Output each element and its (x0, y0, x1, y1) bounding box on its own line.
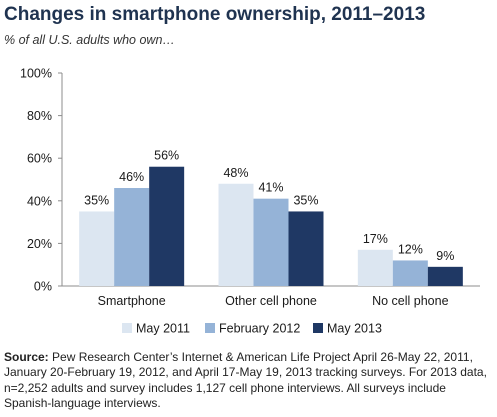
legend-label: May 2011 (136, 322, 190, 336)
legend-label: February 2012 (219, 322, 300, 336)
x-tick-label: Other cell phone (225, 294, 317, 308)
bar (427, 266, 463, 286)
y-tick-label: 80% (27, 109, 52, 123)
bar (149, 166, 185, 286)
bar (114, 188, 150, 286)
y-tick-label: 0% (34, 280, 52, 294)
bar (79, 211, 115, 286)
y-tick-label: 20% (27, 237, 52, 251)
data-label: 35% (84, 193, 109, 207)
y-tick-label: 40% (27, 194, 52, 208)
chart-subtitle: % of all U.S. adults who own… (4, 33, 175, 47)
x-tick-label: No cell phone (372, 294, 448, 308)
source-note: Source: Pew Research Center’s Internet &… (4, 350, 494, 412)
x-tick-label: Smartphone (98, 294, 166, 308)
y-tick-label: 100% (20, 67, 52, 81)
y-tick-label: 60% (27, 152, 52, 166)
chart-title: Changes in smartphone ownership, 2011–20… (4, 4, 426, 25)
data-label: 41% (258, 181, 283, 195)
bar (357, 249, 393, 286)
data-label: 56% (154, 149, 179, 163)
source-text: Pew Research Center’s Internet & America… (4, 350, 487, 411)
data-label: 9% (436, 249, 454, 263)
data-label: 48% (223, 166, 248, 180)
bar (218, 183, 254, 286)
data-label: 35% (293, 193, 318, 207)
legend-swatch (205, 323, 215, 333)
bar (288, 211, 324, 286)
data-label: 12% (398, 242, 423, 256)
bar (392, 260, 428, 286)
data-label: 46% (119, 170, 144, 184)
data-label: 17% (363, 232, 388, 246)
source-label: Source: (4, 350, 49, 364)
legend-label: May 2013 (327, 322, 382, 336)
legend-swatch (313, 323, 323, 333)
bar (253, 198, 289, 286)
legend-swatch (122, 323, 132, 333)
bar-chart: 0% 20% 40% 60% 80% 100% 35% 46% 56% Smartphone 48%… (20, 67, 480, 336)
